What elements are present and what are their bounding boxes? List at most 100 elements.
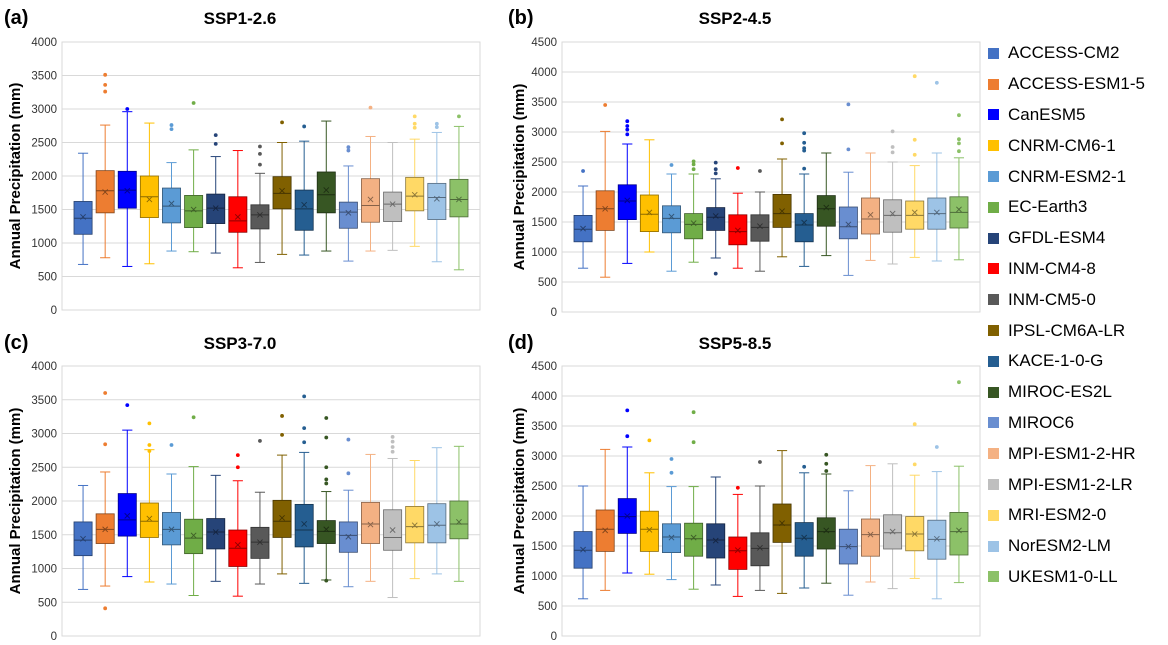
- panel-label: (d): [508, 332, 534, 354]
- y-tick-label: 3500: [31, 395, 57, 407]
- panel-label: (c): [4, 332, 28, 354]
- legend-item: IPSL-CM6A-LR: [988, 315, 1166, 346]
- outlier-point: [957, 113, 961, 118]
- mean-marker: [668, 534, 675, 541]
- outlier-point: [258, 162, 262, 167]
- mean-marker: [212, 205, 219, 212]
- outlier-point: [390, 449, 395, 454]
- box-UKESM1-0-LL: [449, 445, 469, 582]
- mean-marker: [212, 529, 219, 535]
- outlier-point: [846, 147, 851, 152]
- outlier-point: [302, 394, 307, 399]
- box-MIROC6: [338, 437, 358, 588]
- outlier-point: [302, 124, 307, 129]
- box-KACE-1-0-G: [794, 464, 814, 589]
- outlier-point: [412, 121, 417, 126]
- legend-swatch: [988, 47, 999, 59]
- legend-label: KACE-1-0-G: [1008, 351, 1104, 371]
- legend-swatch: [988, 294, 999, 306]
- mean-marker: [168, 200, 175, 207]
- y-tick-label: 2000: [31, 171, 57, 183]
- box-CNRM-CM6-1: [139, 122, 159, 265]
- outlier-point: [780, 141, 784, 146]
- outlier-point: [147, 449, 152, 453]
- box-ACCESS-CM2: [573, 169, 593, 269]
- box-iqr: [338, 201, 358, 229]
- mean-marker: [146, 196, 153, 203]
- box-iqr: [206, 193, 226, 224]
- box-INM-CM5-0: [250, 439, 270, 585]
- box-iqr: [184, 518, 204, 555]
- outlier-point: [125, 403, 130, 408]
- outlier-point: [691, 159, 696, 164]
- outlier-point: [390, 439, 395, 444]
- legend-swatch: [988, 78, 999, 90]
- box-MIROC-ES2L: [316, 120, 336, 252]
- box-CNRM-ESM2-1: [662, 163, 681, 272]
- outlier-point: [169, 443, 174, 447]
- box-UKESM1-0-LL: [449, 114, 469, 271]
- outlier-point: [103, 442, 108, 447]
- y-tick-label: 3000: [531, 127, 557, 139]
- box-iqr: [794, 213, 814, 243]
- outlier-point: [824, 452, 829, 457]
- outlier-point: [125, 107, 130, 111]
- outlier-point: [691, 410, 696, 415]
- box-iqr: [883, 199, 903, 233]
- legend-swatch: [988, 571, 999, 583]
- legend-item: GFDL-ESM4: [988, 223, 1166, 254]
- box-NorESM2-LM: [427, 121, 447, 263]
- mean-marker: [411, 522, 418, 529]
- box-CanESM5: [117, 107, 137, 267]
- legend-label: MIROC-ES2L: [1008, 382, 1112, 402]
- y-tick-label: 3500: [531, 97, 557, 109]
- mean-marker: [301, 521, 308, 527]
- box-iqr: [861, 197, 880, 235]
- outlier-point: [346, 471, 351, 476]
- mean-marker: [845, 221, 852, 228]
- legend-item: CNRM-CM6-1: [988, 130, 1166, 161]
- outlier-point: [802, 166, 807, 171]
- box-iqr: [162, 187, 181, 224]
- outlier-point: [346, 437, 351, 442]
- box-CNRM-CM6-1: [139, 421, 159, 583]
- box-KACE-1-0-G: [294, 124, 314, 256]
- box-MPI-ESM1-2-LR: [383, 434, 403, 599]
- mean-marker: [602, 527, 609, 534]
- mean-marker: [690, 220, 697, 227]
- box-CNRM-ESM2-1: [162, 123, 181, 252]
- outlier-point: [713, 160, 718, 165]
- chart-panel-3: 0 500 1000 1500 2000 2500 3000 3500 4000 4500 (d) S…: [508, 332, 981, 643]
- panel-label: (a): [4, 7, 28, 29]
- y-axis-label: Annual Precipitation (mm): [7, 83, 24, 270]
- box-EC-Earth3: [184, 101, 204, 253]
- box-ACCESS-ESM1-5: [595, 103, 615, 278]
- box-iqr: [272, 499, 292, 538]
- outlier-point: [258, 439, 262, 443]
- mean-marker: [779, 208, 785, 215]
- outlier-point: [346, 145, 351, 150]
- outlier-point: [780, 117, 784, 122]
- legend-swatch: [988, 171, 999, 183]
- legend-label: MIROC6: [1008, 412, 1075, 432]
- box-IPSL-CM6A-LR: [772, 117, 792, 258]
- y-tick-label: 2500: [31, 138, 57, 150]
- y-tick-label: 3000: [531, 451, 557, 463]
- box-iqr: [162, 512, 181, 546]
- panel-label: (b): [508, 7, 534, 29]
- mean-marker: [690, 534, 697, 541]
- box-EC-Earth3: [684, 410, 704, 590]
- box-IPSL-CM6A-LR: [772, 450, 792, 594]
- legend-swatch: [988, 232, 999, 244]
- mean-marker: [933, 209, 940, 216]
- mean-marker: [279, 187, 285, 194]
- legend-item: ACCESS-ESM1-5: [988, 69, 1166, 100]
- box-iqr: [449, 500, 469, 540]
- outlier-point: [147, 421, 152, 426]
- box-iqr: [405, 176, 425, 212]
- y-axis-label: Annual Precipitation (mm): [511, 408, 528, 595]
- legend-label: CNRM-ESM2-1: [1008, 166, 1127, 186]
- outlier-point: [934, 80, 939, 85]
- y-tick-label: 0: [551, 307, 557, 319]
- box-iqr: [449, 178, 469, 218]
